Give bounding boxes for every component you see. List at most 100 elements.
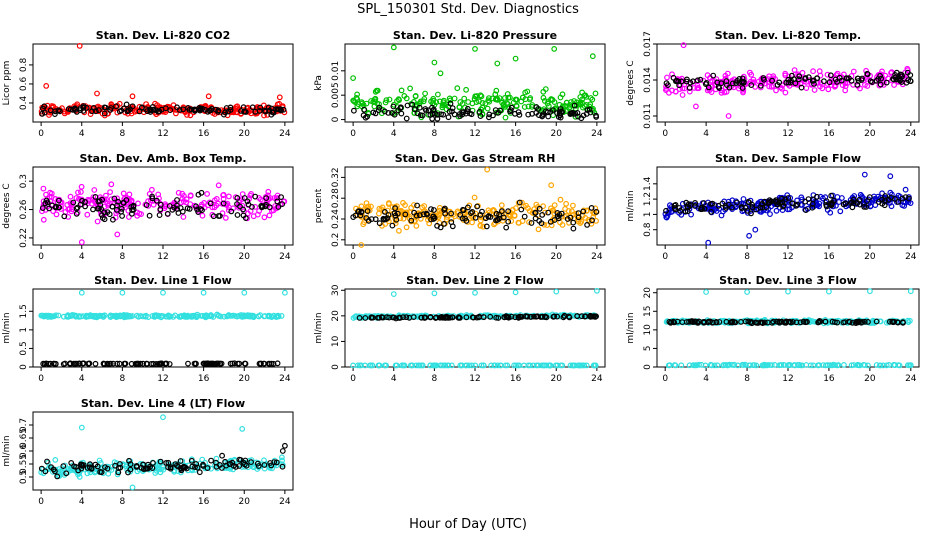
x-tick-label: 12	[157, 374, 168, 384]
data-point	[508, 218, 515, 225]
data-point	[877, 81, 884, 88]
data-point	[551, 202, 558, 209]
data-point	[842, 319, 848, 326]
data-point	[723, 78, 730, 85]
data-point	[92, 360, 99, 367]
data-point	[412, 217, 418, 224]
data-point	[766, 197, 773, 204]
y-axis-label: kPa	[314, 75, 324, 91]
data-point	[570, 219, 577, 226]
data-point	[828, 192, 835, 199]
x-tick-label: 8	[120, 252, 126, 262]
data-point	[744, 289, 750, 295]
data-point	[274, 198, 281, 205]
data-point	[679, 92, 686, 98]
data-point	[427, 111, 434, 118]
data-point	[551, 217, 558, 223]
x-tick-label: 4	[391, 129, 397, 139]
data-point	[412, 92, 419, 99]
y-tick-label: 0.014	[643, 67, 653, 93]
data-point	[419, 112, 426, 119]
data-point	[249, 104, 256, 111]
data-point	[811, 87, 818, 93]
data-point	[126, 196, 133, 203]
data-point	[44, 458, 50, 465]
data-point	[724, 70, 731, 77]
data-point	[567, 362, 574, 369]
data-point	[802, 76, 808, 82]
data-point	[376, 210, 382, 217]
data-point	[56, 197, 62, 204]
data-point	[400, 314, 407, 321]
data-point	[75, 467, 82, 474]
x-tick-label: 24	[905, 374, 917, 384]
data-point	[270, 109, 277, 116]
data-point	[786, 362, 792, 368]
data-point	[158, 314, 165, 321]
data-point	[780, 203, 786, 210]
data-point	[204, 190, 211, 197]
x-tick-label: 4	[391, 374, 397, 384]
data-point	[430, 107, 437, 114]
data-point	[907, 288, 914, 295]
data-point	[479, 208, 485, 215]
y-tick-label: 0.65	[19, 428, 29, 448]
data-point	[783, 79, 790, 86]
panel-8: Stan. Dev. Line 2 Flow ml/min 0 4 8 12 16 20 24 0…	[314, 274, 606, 384]
data-point	[376, 220, 383, 227]
data-point	[508, 104, 515, 111]
data-point	[114, 231, 121, 238]
data-point	[776, 319, 783, 326]
data-point	[414, 110, 421, 117]
data-point	[739, 75, 746, 82]
y-axis-label: ml/min	[2, 435, 12, 466]
data-point	[177, 313, 184, 320]
data-point	[160, 289, 166, 296]
data-point	[129, 484, 136, 491]
data-point	[731, 361, 738, 368]
data-point	[150, 460, 156, 466]
x-tick-label: 20	[239, 252, 251, 262]
data-point	[468, 210, 474, 217]
data-point	[96, 205, 102, 212]
data-point	[746, 199, 752, 206]
x-tick-label: 12	[157, 497, 168, 507]
data-point	[167, 107, 174, 113]
data-point	[872, 202, 879, 209]
data-point	[268, 462, 275, 469]
data-point	[355, 362, 361, 369]
data-point	[199, 456, 206, 463]
data-point	[112, 462, 118, 469]
data-point	[480, 362, 487, 369]
data-point	[396, 97, 403, 103]
data-point	[208, 465, 214, 472]
data-point	[166, 203, 173, 209]
data-point	[837, 208, 844, 215]
data-point	[750, 362, 756, 369]
data-point	[123, 101, 130, 108]
data-point	[220, 200, 227, 207]
data-point	[350, 75, 357, 81]
data-point	[428, 206, 434, 213]
data-point	[690, 78, 696, 85]
x-tick-label: 12	[782, 129, 793, 139]
data-point	[883, 362, 890, 369]
data-point	[76, 470, 83, 477]
data-point	[864, 71, 871, 78]
data-point	[687, 79, 694, 86]
data-point	[67, 466, 73, 472]
x-tick-label: 24	[905, 129, 917, 139]
data-point	[108, 101, 115, 108]
data-point	[265, 188, 272, 195]
data-point	[48, 313, 55, 320]
data-point	[240, 104, 247, 111]
data-point	[548, 222, 555, 229]
data-point	[79, 461, 85, 468]
data-point	[75, 189, 81, 196]
data-point	[866, 194, 873, 201]
data-point	[516, 111, 523, 118]
data-point	[747, 78, 754, 85]
data-point	[73, 205, 80, 212]
data-point	[372, 96, 378, 103]
data-point	[390, 44, 397, 51]
